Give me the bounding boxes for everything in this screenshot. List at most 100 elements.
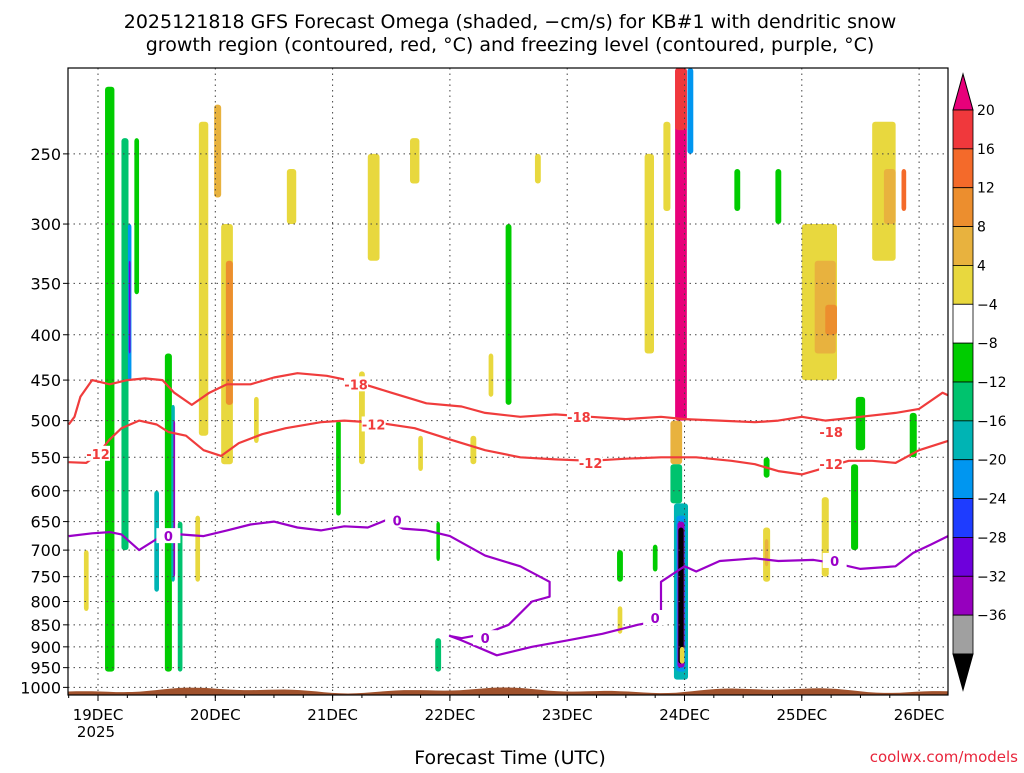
contour-label-bg-8 — [385, 512, 410, 528]
omega-cell-20 — [225, 260, 233, 405]
contour-label-10: 0 — [481, 632, 490, 647]
colorbar-label-3: 8 — [977, 220, 986, 236]
omega-cell-56 — [134, 138, 140, 295]
plot-area: -18 -18 -18 -12 -12 -12 -12 0 0 0 0 0 — [67, 67, 949, 696]
omega-cell-0 — [675, 68, 687, 421]
colorbar-swatch-11 — [952, 537, 974, 577]
omega-cell-21 — [214, 104, 222, 198]
y-tick-label-300: 300 — [30, 215, 61, 234]
colorbar-label-0: 20 — [977, 103, 995, 119]
contour-label-9: 0 — [830, 555, 839, 570]
contour-label-1: -18 — [567, 411, 591, 426]
contour-label-0: -18 — [344, 378, 368, 393]
omega-cell-30 — [663, 121, 671, 211]
y-tick-label-750: 750 — [30, 568, 61, 587]
colorbar-label-7: −12 — [977, 375, 1007, 391]
y-tick-label-900: 900 — [30, 638, 61, 657]
contour-label-bg-7 — [156, 528, 181, 544]
omega-cell-35 — [825, 304, 837, 335]
x-tick-label-22DEC: 22DEC — [425, 706, 476, 724]
contour-label-bg-9 — [822, 552, 847, 568]
omega-cell-49 — [679, 646, 685, 664]
colorbar-label-9: −20 — [977, 453, 1007, 469]
x-tick-label-21DEC: 21DEC — [307, 706, 358, 724]
omega-cell-38 — [901, 168, 907, 211]
omega-cell-31 — [734, 168, 741, 211]
contour-label-3: -12 — [86, 448, 110, 463]
x-tick-label-26DEC: 26DEC — [894, 706, 945, 724]
colorbar-swatch-10 — [952, 498, 974, 538]
omega-cell-22 — [435, 638, 442, 672]
x-axis-title: Forecast Time (UTC) — [414, 747, 605, 768]
contour-label-bg-2 — [819, 424, 844, 440]
omega-cell-24 — [286, 168, 297, 225]
x-tick-label-19DEC: 19DEC — [73, 706, 124, 724]
omega-cell-48 — [652, 544, 658, 572]
contour-1--12 — [68, 419, 949, 476]
chart-title-line1: 2025121818 GFS Forecast Omega (shaded, −… — [124, 11, 897, 33]
colorbar-swatch-5 — [952, 303, 974, 344]
colorbar-swatch-12 — [952, 575, 974, 616]
colorbar-label-6: −8 — [977, 336, 998, 352]
colorbar-label-8: −16 — [977, 414, 1007, 430]
y-tick-label-400: 400 — [30, 326, 61, 345]
omega-cell-23 — [436, 521, 440, 561]
y-tick-label-600: 600 — [30, 482, 61, 501]
contour-label-6: -12 — [819, 458, 843, 473]
colorbar-bottom-triangle — [952, 653, 974, 692]
omega-cell-58 — [488, 353, 494, 397]
ground-surface — [68, 687, 948, 695]
contour-2-0 — [68, 519, 949, 657]
contour-label-11: 0 — [651, 612, 660, 627]
contour-label-bg-4 — [361, 416, 386, 432]
x-tick-label-25DEC: 25DEC — [777, 706, 828, 724]
credit-link[interactable]: coolwx.com/models — [870, 748, 1018, 766]
contour-label-2: -18 — [819, 426, 843, 441]
y-tick-label-850: 850 — [30, 616, 61, 635]
colorbar-swatch-8 — [952, 420, 974, 461]
omega-cell-46 — [617, 550, 623, 582]
contour-label-bg-3 — [86, 445, 110, 461]
colorbar-label-4: 4 — [977, 258, 986, 274]
contour-layer — [67, 372, 949, 657]
colorbar-label-12: −32 — [977, 569, 1007, 585]
x-tick-sublabel-19DEC: 2025 — [77, 723, 115, 741]
y-tick-label-450: 450 — [30, 371, 61, 390]
omega-cell-8 — [678, 527, 684, 664]
omega-cell-12 — [128, 260, 131, 354]
contour-label-bg-5 — [578, 454, 603, 470]
omega-cell-40 — [909, 412, 917, 458]
colorbar-label-2: 12 — [977, 181, 995, 197]
y-tick-label-650: 650 — [30, 513, 61, 532]
omega-cell-57 — [336, 420, 341, 516]
contour-label-bg-0 — [344, 376, 369, 392]
omega-cell-1 — [675, 68, 687, 131]
colorbar-swatch-3 — [952, 226, 974, 266]
y-tick-label-350: 350 — [30, 274, 61, 293]
colorbar-swatch-2 — [952, 187, 974, 227]
omega-cell-15 — [173, 420, 176, 577]
omega-cell-32 — [775, 168, 782, 225]
omega-cell-47 — [617, 606, 623, 634]
omega-cell-25 — [367, 153, 380, 261]
contour-label-7: 0 — [164, 530, 173, 545]
omega-cell-55 — [195, 515, 201, 582]
omega-cell-9 — [105, 86, 115, 672]
y-tick-label-550: 550 — [30, 448, 61, 467]
colorbar: 20 16 12 8 4 −4 −8 −12 −16 −20 −24 −28 −32 −36 — [952, 72, 1007, 692]
omega-cell-41 — [851, 464, 859, 551]
y-tick-label-700: 700 — [30, 541, 61, 560]
colorbar-label-5: −4 — [977, 297, 998, 313]
omega-cell-28 — [534, 153, 541, 184]
chart-title-line2: growth region (contoured, red, °C) and f… — [146, 34, 875, 56]
y-tick-label-950: 950 — [30, 659, 61, 678]
omega-cell-44 — [764, 538, 769, 567]
colorbar-label-1: 16 — [977, 142, 995, 158]
contour-label-layer: -18 -18 -18 -12 -12 -12 -12 0 0 0 0 0 — [86, 376, 847, 647]
contour-label-bg-11 — [643, 609, 668, 625]
omega-cell-39 — [855, 396, 866, 451]
contour-label-bg-10 — [473, 630, 498, 646]
